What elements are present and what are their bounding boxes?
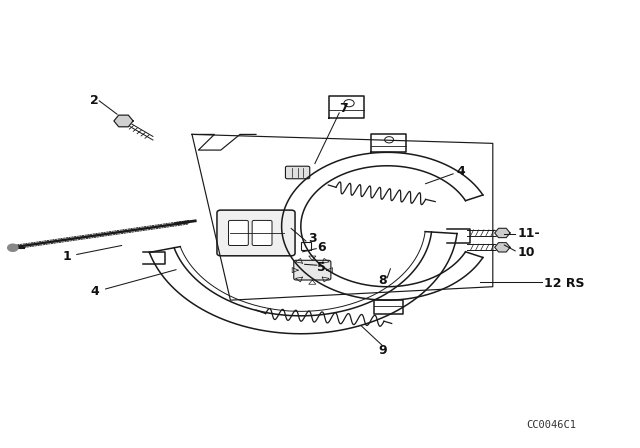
FancyBboxPatch shape xyxy=(294,260,331,280)
Text: 2: 2 xyxy=(90,94,99,108)
Text: 4: 4 xyxy=(90,284,99,298)
FancyBboxPatch shape xyxy=(228,220,248,246)
Text: 3: 3 xyxy=(308,232,317,246)
FancyBboxPatch shape xyxy=(301,242,311,250)
Text: 10: 10 xyxy=(517,246,534,259)
Text: 8: 8 xyxy=(378,273,387,287)
Polygon shape xyxy=(114,115,133,127)
Circle shape xyxy=(8,244,18,251)
Text: 9: 9 xyxy=(378,344,387,357)
Text: CC0046C1: CC0046C1 xyxy=(527,420,577,430)
FancyBboxPatch shape xyxy=(252,220,272,246)
Text: 12 RS: 12 RS xyxy=(544,276,584,290)
Text: 5: 5 xyxy=(317,261,326,274)
Text: 11-: 11- xyxy=(517,227,540,241)
Text: 7: 7 xyxy=(339,102,348,115)
Polygon shape xyxy=(495,243,510,252)
Text: 1: 1 xyxy=(63,250,72,263)
Text: 4: 4 xyxy=(456,164,465,178)
FancyBboxPatch shape xyxy=(285,166,310,179)
Text: 6: 6 xyxy=(317,241,326,254)
FancyBboxPatch shape xyxy=(217,210,295,256)
Polygon shape xyxy=(495,228,510,237)
